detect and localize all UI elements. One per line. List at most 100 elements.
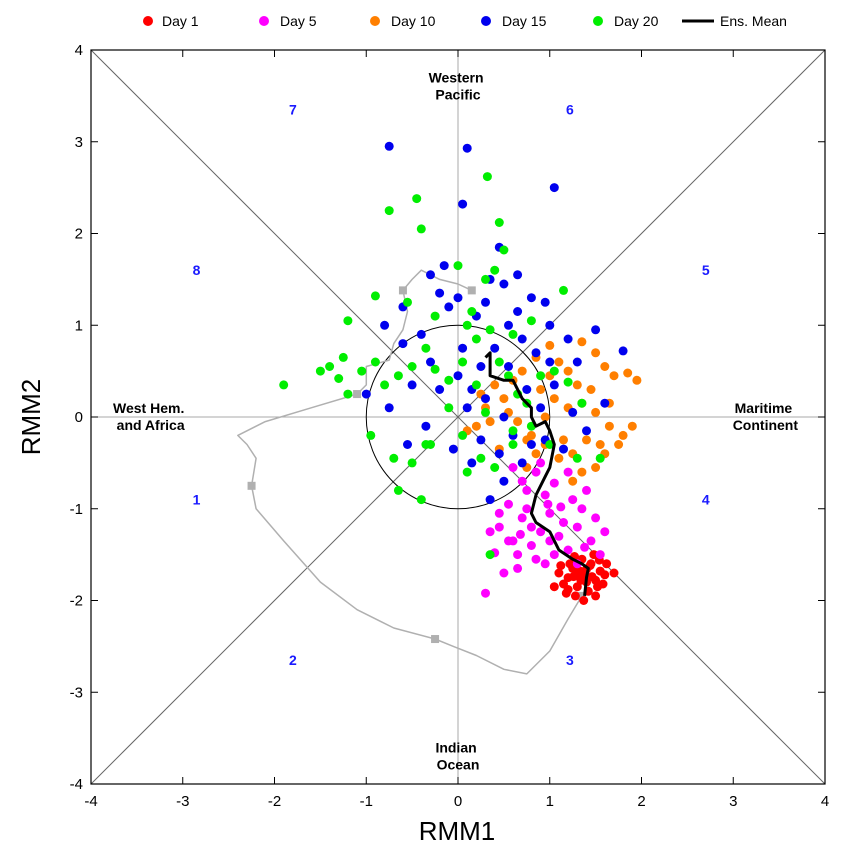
point-day-5-36 <box>522 504 532 514</box>
point-day-15-24 <box>545 357 555 367</box>
point-day-10-47 <box>531 449 541 459</box>
point-day-20-60 <box>343 316 353 326</box>
point-day-1-12 <box>570 591 580 601</box>
point-day-1-21 <box>549 582 559 592</box>
point-day-15-53 <box>536 403 546 413</box>
point-day-5-11 <box>522 485 532 495</box>
point-day-1-16 <box>565 559 575 569</box>
point-day-15-43 <box>403 440 412 449</box>
observed-track-marker-1 <box>398 286 407 295</box>
point-day-1-31 <box>587 572 597 582</box>
point-day-15-4 <box>458 199 468 209</box>
point-day-10-26 <box>490 380 500 390</box>
point-day-15-8 <box>540 297 550 307</box>
point-day-5-32 <box>526 522 536 532</box>
point-day-5-39 <box>504 536 513 546</box>
legend-label-day-5: Day 5 <box>280 13 317 29</box>
point-day-15-40 <box>384 403 394 413</box>
series-day-20 <box>279 172 605 560</box>
observed-track-line <box>237 269 583 675</box>
x-tick-label-4: 4 <box>821 793 829 810</box>
phase-label-7: 7 <box>289 102 297 118</box>
point-day-15-14 <box>435 288 445 298</box>
ensemble-mean-line <box>484 351 590 597</box>
point-day-5-23 <box>513 550 523 560</box>
point-day-5-35 <box>591 513 601 523</box>
point-day-10-23 <box>513 417 523 427</box>
point-day-5-10 <box>504 499 513 509</box>
region-labels: Western Pacific West Hem. and Africa Mar… <box>113 70 798 773</box>
point-day-5-1 <box>481 588 490 598</box>
phase-label-3: 3 <box>566 652 574 668</box>
point-day-15-38 <box>568 407 578 417</box>
point-day-5-2 <box>513 563 523 573</box>
y-axis-title: RMM2 <box>16 379 46 456</box>
point-day-5-9 <box>545 508 555 518</box>
point-day-20-63 <box>508 426 518 436</box>
point-day-20-11 <box>403 297 412 307</box>
point-day-20-32 <box>458 357 468 367</box>
point-day-1-23 <box>579 596 589 605</box>
region-label-western-pacific: Western Pacific <box>429 70 488 103</box>
point-day-5-38 <box>549 550 559 560</box>
point-day-15-46 <box>517 458 527 468</box>
point-day-15-31 <box>462 403 472 413</box>
point-day-15-37 <box>549 380 559 390</box>
point-day-20-12 <box>430 311 440 321</box>
point-day-15-2 <box>462 143 472 153</box>
unit-circle <box>365 324 551 510</box>
point-day-5-8 <box>536 527 546 537</box>
point-day-5-15 <box>554 531 564 541</box>
point-day-5-6 <box>517 513 527 523</box>
point-day-5-14 <box>531 467 541 477</box>
point-day-15-26 <box>398 339 408 349</box>
point-day-5-18 <box>586 536 596 546</box>
point-day-15-42 <box>421 421 431 431</box>
x-tick-label-1: 1 <box>546 793 554 810</box>
point-day-5-5 <box>494 522 504 532</box>
point-day-20-20 <box>325 362 335 371</box>
point-day-20-16 <box>508 329 518 339</box>
point-day-20-10 <box>370 291 380 301</box>
point-day-10-32 <box>591 463 601 472</box>
point-day-20-24 <box>343 389 353 399</box>
legend-marker-day-10 <box>370 16 380 26</box>
point-day-15-23 <box>531 348 541 358</box>
region-label-indian-ocean-line-1: Indian <box>435 739 476 755</box>
legend: Day 1 Day 5 Day 10 Day 15 Day 20 Ens. Me… <box>143 13 787 29</box>
point-day-10-25 <box>499 394 509 404</box>
point-day-15-45 <box>494 449 504 459</box>
point-day-20-62 <box>380 380 390 390</box>
point-day-20-4 <box>416 224 426 234</box>
legend-label-day-15: Day 15 <box>502 13 547 29</box>
point-day-5-24 <box>499 568 509 578</box>
point-day-15-15 <box>444 302 454 312</box>
phase-guides <box>90 49 826 785</box>
point-day-20-26 <box>370 357 380 367</box>
point-day-20-1 <box>482 172 492 182</box>
point-day-5-41 <box>563 467 573 477</box>
point-day-15-9 <box>545 320 555 330</box>
point-day-20-39 <box>549 366 559 376</box>
region-label-western-pacific-line-2: Pacific <box>435 87 480 103</box>
point-day-5-19 <box>595 550 605 560</box>
series-day-1 <box>549 550 619 605</box>
observed-track-marker-3 <box>353 390 362 399</box>
region-label-indian-ocean-line-2: Ocean <box>437 756 480 772</box>
point-day-20-22 <box>279 380 289 390</box>
point-day-15-18 <box>481 297 490 307</box>
y-tick-label-0: 0 <box>75 409 83 426</box>
point-day-15-62 <box>513 307 523 316</box>
point-day-10-7 <box>563 366 573 376</box>
point-day-20-15 <box>485 325 495 335</box>
region-label-indian-ocean: Indian Ocean <box>435 739 480 772</box>
point-day-20-9 <box>453 261 463 271</box>
point-day-10-40 <box>540 412 550 422</box>
point-day-15-41 <box>407 380 417 390</box>
point-day-20-17 <box>526 316 536 326</box>
phase-label-1: 1 <box>193 492 201 508</box>
legend-label-ens-mean: Ens. Mean <box>720 13 787 29</box>
point-day-5-27 <box>559 518 568 527</box>
point-day-20-58 <box>485 550 495 560</box>
point-day-10-4 <box>609 371 619 381</box>
